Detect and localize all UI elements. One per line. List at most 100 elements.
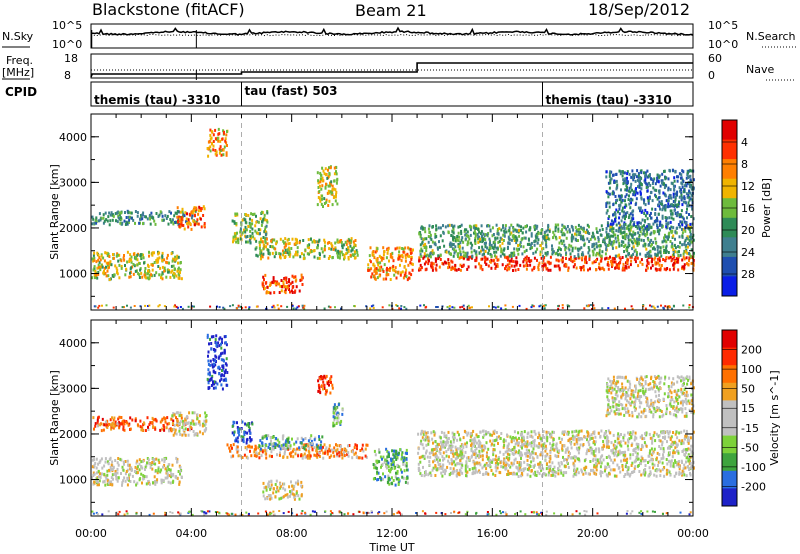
colorbar-swatch [722, 159, 737, 180]
data-cell [144, 275, 147, 279]
colorbar-swatch [722, 217, 737, 238]
data-cell [599, 244, 602, 248]
data-cell [357, 456, 360, 460]
data-cell [681, 234, 684, 238]
data-cell [177, 255, 180, 259]
data-cell [646, 236, 649, 240]
data-cell [682, 467, 685, 471]
data-cell [464, 233, 467, 237]
data-cell [681, 185, 684, 189]
data-cell [629, 199, 632, 202]
data-cell [630, 305, 633, 308]
data-cell [118, 263, 121, 267]
data-cell [245, 441, 248, 445]
data-cell [165, 426, 168, 430]
data-cell [473, 249, 476, 253]
data-cell [622, 223, 625, 227]
data-cell [103, 259, 106, 263]
data-cell [639, 252, 642, 256]
data-cell [299, 255, 302, 259]
data-cell [302, 239, 305, 242]
data-cell [421, 249, 424, 253]
data-cell [490, 243, 493, 247]
data-cell [397, 270, 400, 274]
data-cell [388, 482, 391, 486]
data-cell [492, 233, 495, 236]
colorbar-swatch [722, 120, 737, 141]
data-cell [105, 261, 108, 265]
data-cell [382, 455, 385, 459]
data-cell [163, 258, 166, 262]
data-cell [198, 205, 201, 209]
data-cell [238, 433, 241, 437]
data-cell [187, 305, 190, 308]
data-cell [668, 305, 671, 308]
data-cell [237, 428, 240, 432]
data-cell [390, 466, 393, 470]
data-cell [580, 237, 582, 241]
data-cell [397, 481, 400, 485]
data-cell [261, 282, 264, 286]
data-cell [231, 219, 234, 223]
data-cell [155, 480, 158, 484]
data-cell [574, 257, 577, 261]
data-cell [231, 431, 234, 435]
data-cell [645, 264, 648, 268]
data-cell [644, 307, 647, 310]
data-cell [120, 416, 123, 419]
data-cell [624, 212, 627, 216]
data-cell [451, 260, 454, 264]
data-cell [684, 182, 687, 186]
data-cell [212, 148, 215, 152]
data-cell [179, 420, 182, 424]
data-cell [596, 230, 598, 234]
data-cell [187, 218, 190, 222]
data-cell [153, 273, 156, 277]
data-cell [674, 192, 677, 196]
data-cell [341, 412, 344, 416]
data-cell [126, 421, 129, 425]
data-cell [154, 469, 157, 473]
data-cell [594, 237, 597, 241]
data-cell [178, 210, 180, 214]
data-cell [204, 411, 207, 415]
data-cell [470, 225, 473, 229]
data-cell [289, 446, 292, 450]
data-cell [577, 223, 580, 227]
data-cell [321, 166, 324, 170]
data-cell [117, 214, 120, 218]
data-cell [193, 209, 196, 213]
data-cell [179, 210, 182, 214]
data-cell [93, 472, 96, 476]
data-cell [346, 251, 349, 255]
data-cell [262, 490, 265, 494]
data-cell [389, 252, 392, 256]
data-cell [97, 272, 100, 276]
data-cell [319, 391, 322, 395]
data-cell [170, 270, 173, 274]
data-cell [659, 246, 662, 250]
data-cell [292, 307, 295, 310]
data-cell [493, 245, 496, 249]
data-cell [495, 255, 498, 259]
data-cell [625, 193, 628, 197]
data-cell [168, 422, 171, 426]
data-cell [393, 273, 396, 277]
data-cell [324, 448, 327, 452]
data-cell [141, 459, 144, 463]
data-cell [477, 237, 479, 241]
data-cell [123, 476, 126, 480]
data-cell [192, 419, 195, 423]
data-cell [245, 447, 248, 451]
data-cell [234, 439, 237, 443]
data-cell [114, 264, 117, 268]
data-cell [184, 418, 187, 422]
data-cell [106, 254, 109, 258]
data-cell [222, 306, 225, 309]
data-cell [510, 238, 513, 242]
data-cell [343, 256, 346, 260]
data-cell [684, 221, 687, 225]
data-cell [172, 273, 174, 277]
data-cell [628, 244, 631, 247]
data-cell [175, 305, 178, 308]
